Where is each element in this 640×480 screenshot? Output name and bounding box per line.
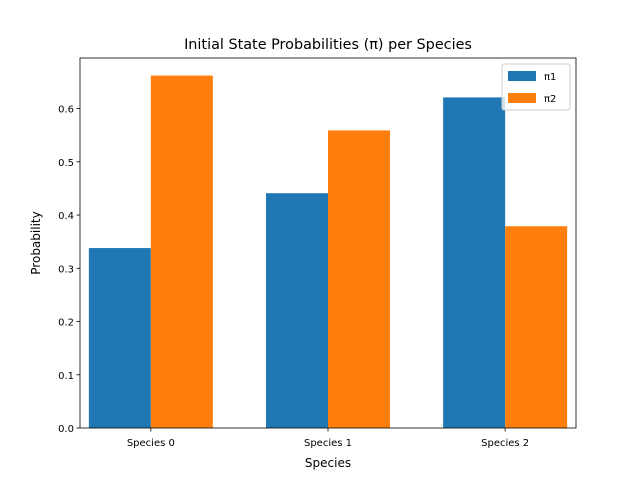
legend-swatch-2 bbox=[508, 93, 536, 103]
x-axis-ticks: Species 0 Species 1 Species 2 bbox=[127, 428, 529, 449]
y-axis-label: Probability bbox=[29, 211, 43, 274]
y-tick-label: 0.6 bbox=[58, 105, 74, 116]
bar-series-2-cat-1 bbox=[328, 130, 390, 428]
plot-frame bbox=[79, 57, 577, 429]
bar-series-1-cat-2 bbox=[443, 97, 506, 429]
legend-box bbox=[501, 63, 571, 111]
y-tick-label: 0.5 bbox=[58, 158, 74, 169]
bar-series-1-cat-0 bbox=[88, 248, 151, 428]
bar-series-2-cat-0 bbox=[150, 75, 213, 428]
legend-label-2: π2 bbox=[544, 94, 556, 105]
x-tick-label: Species 2 bbox=[481, 438, 529, 449]
bar-series-2-cat-2 bbox=[505, 226, 568, 428]
y-tick-label: 0.1 bbox=[58, 371, 74, 382]
y-tick-label: 0.0 bbox=[58, 424, 74, 435]
legend: π1 π2 bbox=[501, 63, 571, 111]
y-axis-ticks: 0.0 0.1 0.2 0.3 0.4 0.5 0.6 bbox=[58, 105, 80, 435]
bars-group bbox=[88, 75, 568, 429]
x-tick-label: Species 1 bbox=[304, 438, 352, 449]
chart-title: Initial State Probabilities (π) per Spec… bbox=[184, 37, 472, 53]
y-tick-label: 0.3 bbox=[58, 264, 74, 275]
legend-label-1: π1 bbox=[544, 72, 556, 83]
y-tick-label: 0.4 bbox=[58, 211, 74, 222]
bar-series-1-cat-1 bbox=[266, 193, 328, 428]
y-tick-label: 0.2 bbox=[58, 318, 74, 329]
legend-swatch-1 bbox=[508, 71, 536, 81]
x-tick-label: Species 0 bbox=[127, 438, 175, 449]
x-axis-label: Species bbox=[305, 456, 351, 470]
